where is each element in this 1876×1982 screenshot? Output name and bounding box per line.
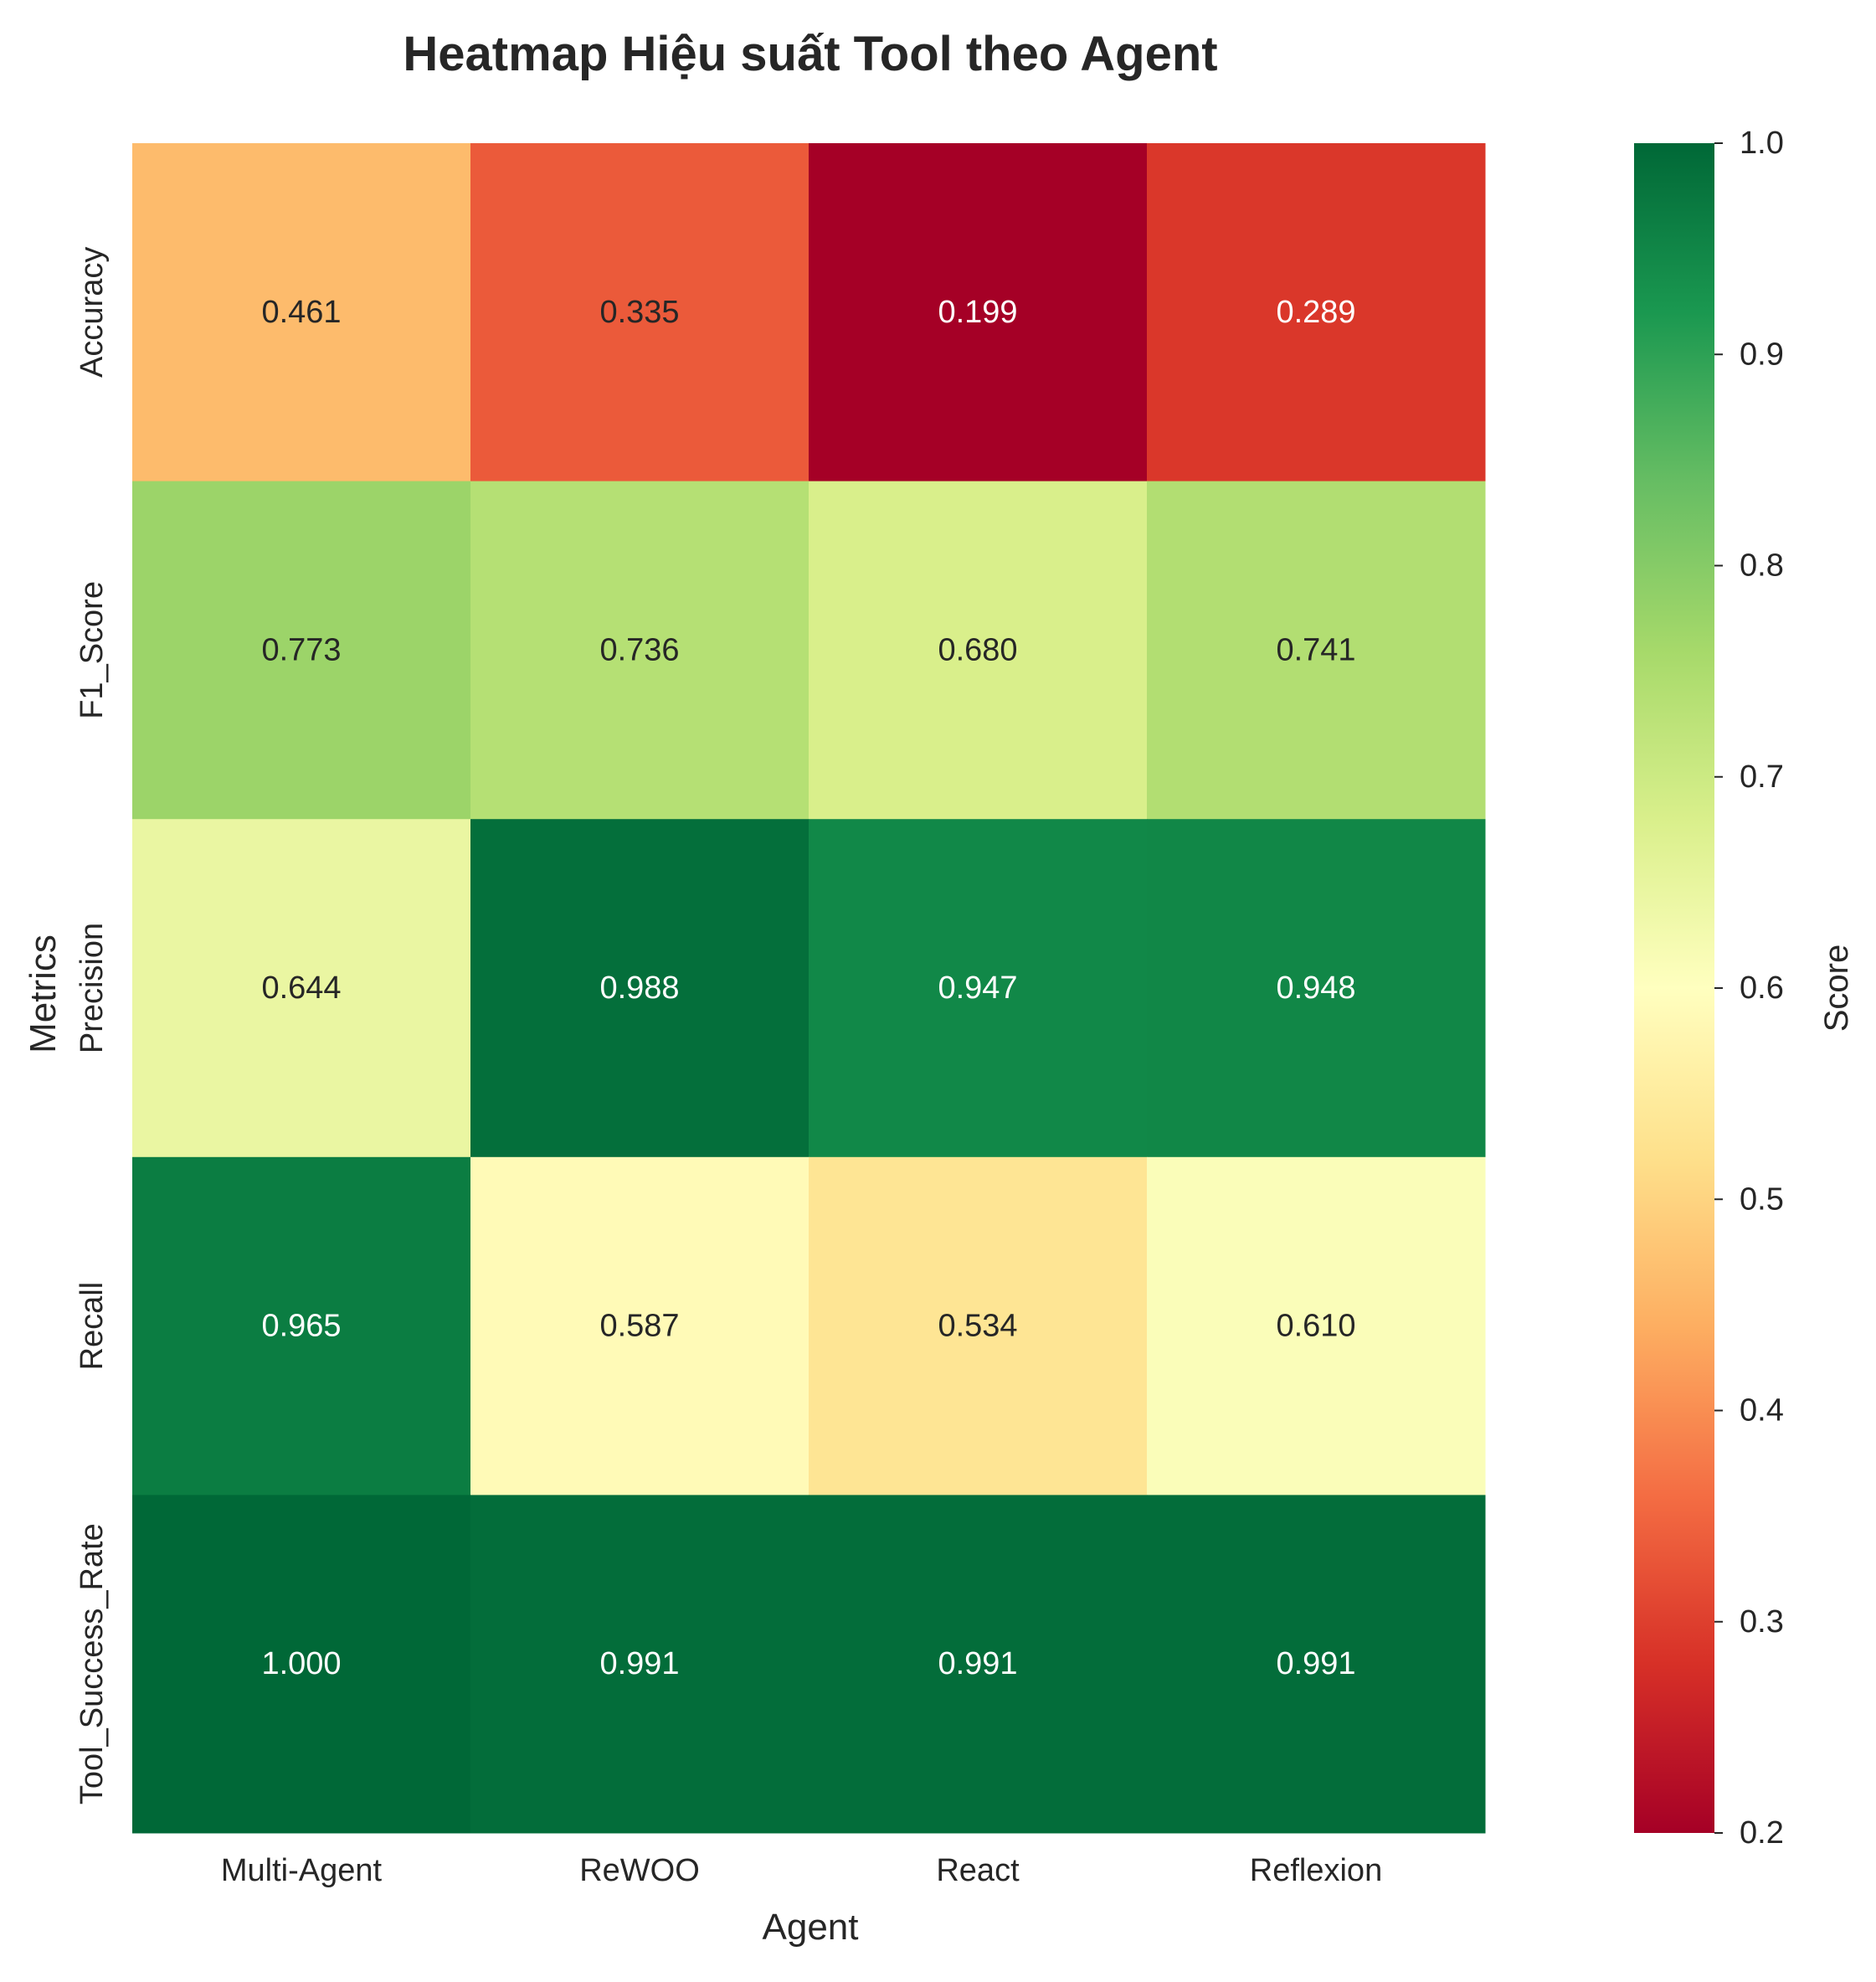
cell-value-label: 0.680 [938, 632, 1017, 667]
x-tick-label: React [936, 1853, 1020, 1888]
colorbar [1634, 143, 1714, 1833]
cell-value-label: 0.335 [599, 295, 679, 330]
colorbar-tick-label: 0.9 [1740, 337, 1784, 372]
heatmap-cell [1147, 1495, 1486, 1834]
cell-value-label: 0.965 [261, 1309, 341, 1344]
cell-value-label: 0.991 [599, 1646, 679, 1681]
x-tick-labels: Multi-Agent ReWOO React Reflexion [221, 1853, 1382, 1888]
heatmap-cell [1147, 143, 1486, 482]
heatmap-cell [1147, 819, 1486, 1158]
colorbar-tick-label: 0.4 [1740, 1393, 1784, 1429]
heatmap-cell [470, 1495, 810, 1834]
heatmap-cell [132, 1156, 471, 1496]
x-tick-label: Reflexion [1250, 1853, 1382, 1888]
cell-value-label: 1.000 [261, 1646, 341, 1681]
cell-value-label: 0.736 [599, 632, 679, 667]
y-tick-label: Accuracy [75, 247, 110, 378]
heatmap-cell [809, 1495, 1148, 1834]
heatmap-cell [470, 481, 810, 820]
chart-title: Heatmap Hiệu suất Tool theo Agent [403, 27, 1217, 81]
heatmap-cell [1147, 1156, 1486, 1496]
cell-value-label: 0.610 [1276, 1309, 1355, 1344]
heatmap-cell [809, 481, 1148, 820]
cell-value-label: 0.289 [1276, 295, 1355, 330]
y-tick-label: Precision [75, 923, 110, 1053]
cell-value-label: 0.199 [938, 295, 1017, 330]
heatmap-cell [132, 1495, 471, 1834]
colorbar-tick-label: 0.7 [1740, 759, 1784, 795]
heatmap-cell [809, 1156, 1148, 1496]
cell-value-label: 0.587 [599, 1309, 679, 1344]
y-tick-label: F1_Score [75, 581, 110, 719]
cell-value-label: 0.741 [1276, 632, 1355, 667]
cell-value-label: 0.461 [261, 295, 341, 330]
x-axis-label: Agent [763, 1907, 859, 1948]
colorbar-tick-label: 0.2 [1740, 1815, 1784, 1851]
cell-value-label: 0.534 [938, 1309, 1017, 1344]
cell-value-label: 0.948 [1276, 970, 1355, 1006]
colorbar-tick-label: 1.0 [1740, 126, 1784, 161]
y-axis-label: Metrics [23, 934, 64, 1053]
heatmap-cell [809, 143, 1148, 482]
heatmap-cell [809, 819, 1148, 1158]
colorbar-label: Score [1818, 945, 1855, 1032]
cell-value-label: 0.991 [1276, 1646, 1355, 1681]
cell-value-label: 0.988 [599, 970, 679, 1006]
heatmap-cell [470, 1156, 810, 1496]
heatmap-cell [470, 819, 810, 1158]
colorbar-tick-labels: 0.2 0.3 0.4 0.5 0.6 0.7 0.8 0.9 1.0 [1714, 126, 1784, 1851]
heatmap-cells [132, 143, 1486, 1834]
x-tick-label: ReWOO [579, 1853, 700, 1888]
heatmap-cell [132, 143, 471, 482]
y-tick-label: Recall [75, 1282, 110, 1371]
cell-value-label: 0.644 [261, 970, 341, 1006]
heatmap-cell [470, 143, 810, 482]
y-tick-labels: Accuracy F1_Score Precision Recall Tool_Succ… [75, 247, 110, 1804]
colorbar-tick-label: 0.5 [1740, 1181, 1784, 1217]
cell-value-label: 0.773 [261, 632, 341, 667]
heatmap-cell [1147, 481, 1486, 820]
cell-value-label: 0.991 [938, 1646, 1017, 1681]
cell-value-labels: 0.461 0.335 0.199 0.289 0.773 0.736 0.680 0.741… [261, 295, 1355, 1681]
colorbar-tick-label: 0.6 [1740, 970, 1784, 1006]
heatmap-cell [132, 819, 471, 1158]
cell-value-label: 0.947 [938, 970, 1017, 1006]
y-tick-label: Tool_Success_Rate [75, 1523, 110, 1804]
colorbar-tick-label: 0.3 [1740, 1604, 1784, 1640]
heatmap-cell [132, 481, 471, 820]
x-tick-label: Multi-Agent [221, 1853, 383, 1888]
colorbar-tick-label: 0.8 [1740, 548, 1784, 584]
